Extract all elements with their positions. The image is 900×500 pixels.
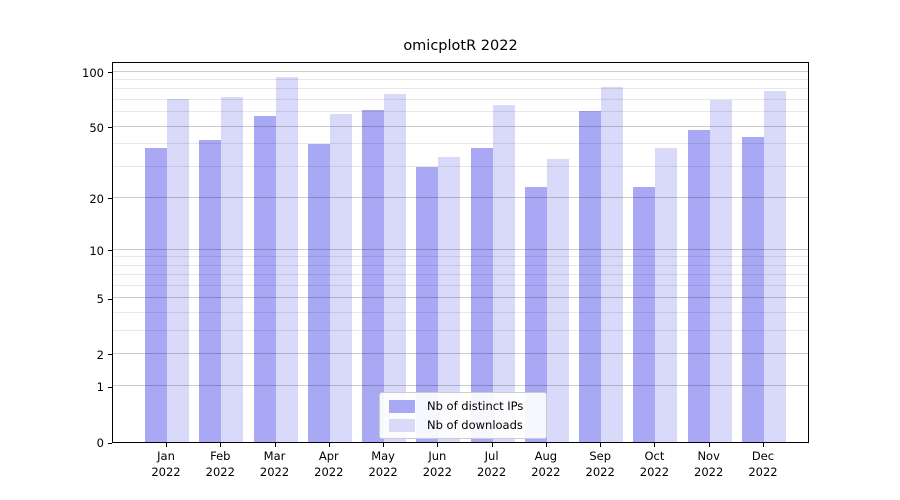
plot-area: Nb of distinct IPs Nb of downloads [112, 62, 809, 443]
gridline-30 [113, 165, 808, 167]
legend-label-downloads: Nb of downloads [427, 418, 523, 432]
y-tick-mark-10 [108, 250, 112, 252]
x-tick-label-jun: Jun 2022 [422, 449, 452, 479]
gridline-3 [113, 329, 808, 331]
gridline-8 [113, 264, 808, 266]
bar-feb-ips [199, 140, 222, 442]
x-tick-label-jul: Jul 2022 [476, 449, 507, 479]
y-tick-mark-2 [108, 354, 112, 356]
bar-aug-downloads [546, 159, 569, 442]
gridline-6 [113, 284, 808, 286]
chart-title: omicplotR 2022 [403, 38, 518, 54]
gridline-80 [113, 88, 808, 90]
bar-oct-ips [633, 187, 656, 442]
bar-jun-ips [416, 166, 439, 442]
x-tick-label-may: May 2022 [368, 449, 398, 479]
bar-sep-ips [579, 110, 602, 442]
x-tick-mark-jul [491, 443, 493, 447]
legend-item-distinct-ips: Nb of distinct IPs [389, 399, 538, 413]
bar-sep-downloads [601, 86, 624, 442]
y-tick-label-5: 5 [96, 292, 104, 307]
x-tick-label-feb: Feb 2022 [205, 449, 235, 479]
gridline-90 [113, 79, 808, 80]
x-tick-label-oct: Oct 2022 [639, 449, 670, 479]
bar-jan-downloads [167, 98, 189, 442]
bar-feb-downloads [221, 96, 244, 442]
bars-layer [113, 63, 808, 442]
gridline-100 [113, 70, 808, 72]
x-tick-label-jan: Jan 2022 [151, 449, 181, 479]
y-tick-label-10: 10 [89, 243, 104, 258]
x-tick-label-apr: Apr 2022 [314, 449, 344, 479]
legend-label-distinct-ips: Nb of distinct IPs [427, 399, 524, 413]
legend-swatch-downloads [389, 418, 415, 432]
x-tick-mark-mar [274, 443, 276, 447]
bar-jan-ips [145, 148, 167, 442]
bar-nov-downloads [709, 100, 732, 442]
y-tick-label-20: 20 [89, 191, 104, 206]
bar-may-downloads [384, 93, 407, 442]
legend-item-downloads: Nb of downloads [389, 418, 538, 432]
x-tick-mark-sep [600, 443, 602, 447]
x-tick-mark-nov [708, 443, 710, 447]
y-tick-label-2: 2 [96, 347, 104, 362]
x-tick-mark-may [383, 443, 385, 447]
y-tick-label-1: 1 [96, 380, 104, 395]
gridline-9 [113, 256, 808, 258]
x-tick-label-aug: Aug 2022 [531, 449, 561, 479]
x-tick-mark-dec [762, 443, 764, 447]
bar-jun-downloads [438, 156, 461, 442]
bar-jul-ips [470, 148, 493, 442]
x-tick-mark-apr [328, 443, 330, 447]
x-tick-label-dec: Dec 2022 [748, 449, 778, 479]
legend: Nb of distinct IPs Nb of downloads [379, 392, 547, 439]
grid-layer [113, 63, 808, 442]
y-tick-mark-5 [108, 298, 112, 300]
gridline-10 [113, 248, 808, 250]
bar-nov-ips [687, 129, 710, 442]
bar-dec-downloads [763, 91, 786, 442]
bar-may-ips [362, 109, 385, 442]
gridline-20 [113, 196, 808, 198]
y-tick-mark-0 [108, 442, 112, 444]
bar-aug-ips [524, 187, 547, 442]
bar-apr-ips [307, 144, 330, 442]
y-tick-label-0: 0 [96, 436, 104, 450]
gridline-7 [113, 274, 808, 276]
x-tick-mark-jun [437, 443, 439, 447]
x-tick-mark-feb [220, 443, 222, 447]
bar-mar-downloads [275, 76, 298, 442]
gridline-4 [113, 311, 808, 313]
bar-apr-downloads [329, 113, 352, 442]
bar-oct-downloads [655, 148, 678, 442]
x-tick-label-sep: Sep 2022 [585, 449, 615, 479]
y-tick-label-50: 50 [89, 120, 104, 135]
bar-dec-ips [741, 136, 764, 442]
y-tick-label-100: 100 [82, 65, 104, 80]
bar-mar-ips [253, 116, 276, 442]
gridline-50 [113, 125, 808, 127]
y-tick-mark-20 [108, 198, 112, 200]
x-tick-label-mar: Mar 2022 [259, 449, 290, 479]
x-tick-mark-jan [166, 443, 167, 447]
gridline-60 [113, 111, 808, 113]
x-tick-mark-aug [545, 443, 547, 447]
legend-swatch-distinct-ips [389, 399, 415, 413]
y-tick-mark-1 [108, 386, 112, 388]
x-tick-label-nov: Nov 2022 [694, 449, 724, 479]
bar-jul-downloads [492, 104, 515, 442]
y-tick-mark-50 [108, 127, 112, 128]
gridline-1 [113, 385, 808, 387]
y-tick-mark-100 [108, 72, 112, 74]
gridline-40 [113, 143, 808, 144]
gridline-70 [113, 99, 808, 100]
gridline-5 [113, 297, 808, 299]
gridline-2 [113, 352, 808, 354]
x-tick-mark-oct [654, 443, 656, 447]
